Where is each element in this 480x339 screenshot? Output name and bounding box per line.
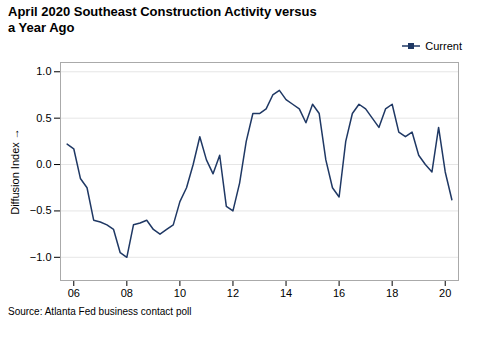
svg-text:08: 08 <box>121 287 133 299</box>
svg-text:06: 06 <box>68 287 80 299</box>
svg-text:0.0: 0.0 <box>36 158 51 170</box>
html-text:Current: Current <box>425 40 462 52</box>
html-text:Source: Atlanta Fed business c: Source: Atlanta Fed business contact pol… <box>8 306 192 317</box>
svg-text:18: 18 <box>386 287 398 299</box>
svg-text:20: 20 <box>439 287 451 299</box>
html-text:April 2020 Southeast Construct: April 2020 Southeast Construction Activi… <box>8 4 317 35</box>
svg-text:14: 14 <box>280 287 292 299</box>
svg-text:−0.5: −0.5 <box>30 204 52 216</box>
svg-text:12: 12 <box>227 287 239 299</box>
svg-text:1.0: 1.0 <box>36 65 51 77</box>
svg-text:10: 10 <box>174 287 186 299</box>
svg-text:0.5: 0.5 <box>36 112 51 124</box>
svg-text:−1.0: −1.0 <box>30 251 52 263</box>
svg-text:Diffusion Index →: Diffusion Index → <box>9 128 21 215</box>
svg-text:16: 16 <box>333 287 345 299</box>
